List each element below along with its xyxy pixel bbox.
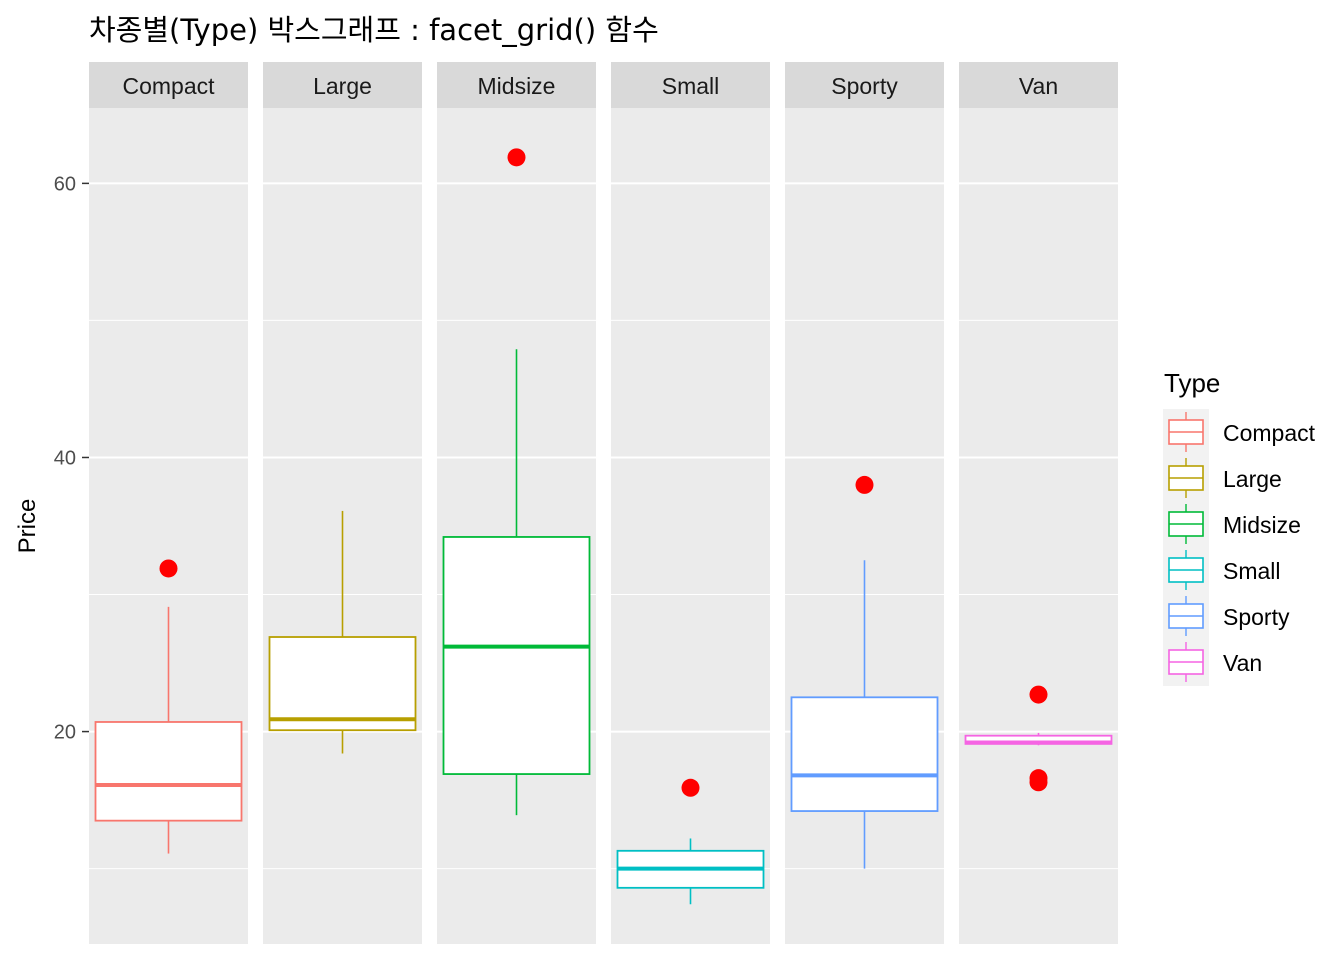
facet-panel-midsize: Midsize [437,62,596,944]
y-axis: 20 40 60 [54,173,89,744]
facet-strip [89,62,248,108]
box-iqr [94,721,243,822]
legend-items: Compact Large Midsize Small Sporty Van [1168,412,1316,682]
outlier-point [1029,685,1048,704]
box-iqr [442,536,591,775]
facet-strip-label: Small [662,73,720,99]
facet-strip [263,62,422,108]
legend-item-compact: Compact [1168,412,1316,452]
legend: Type Compact Large Midsize Small Sporty Van [1163,368,1316,686]
panel-background [611,108,770,944]
facet-strip-label: Compact [122,73,215,99]
facet-panels: Compact Large Midsize Small Sporty Van [89,62,1118,944]
outlier-point [1029,773,1048,792]
outlier-point [855,475,874,494]
legend-label: Small [1223,558,1281,584]
chart-title: 차종별(Type) 박스그래프 : facet_grid() 함수 [89,13,659,47]
legend-label: Compact [1223,420,1316,446]
box-iqr [268,636,417,732]
facet-panel-large: Large [263,62,422,944]
facet-panel-small: Small [611,62,770,944]
facet-strip-label: Large [313,73,372,99]
facet-strip [785,62,944,108]
facet-strip [437,62,596,108]
y-tick-label: 60 [54,173,76,195]
y-tick-label: 40 [54,447,76,469]
facet-panel-sporty: Sporty [785,62,944,944]
box-iqr [790,696,939,812]
legend-item-sporty: Sporty [1168,596,1290,636]
legend-item-van: Van [1168,642,1262,682]
legend-key-background [1163,409,1209,686]
facet-strip [959,62,1118,108]
outlier-point [681,778,700,797]
legend-item-large: Large [1168,458,1282,498]
facet-strip-label: Sporty [831,73,898,99]
y-axis-label: Price [14,499,41,554]
legend-item-midsize: Midsize [1168,504,1301,544]
outlier-point [159,559,178,578]
legend-label: Midsize [1223,512,1301,538]
panel-background [959,108,1118,944]
facet-strip-label: Van [1019,73,1058,99]
outlier-point [507,148,526,167]
legend-title: Type [1164,368,1220,398]
legend-label: Van [1223,650,1262,676]
legend-label: Sporty [1223,604,1290,630]
facet-panel-van: Van [959,62,1118,944]
facet-panel-compact: Compact [89,62,248,944]
legend-item-small: Small [1168,550,1281,590]
facet-strip [611,62,770,108]
y-tick-label: 20 [54,722,76,744]
facet-strip-label: Midsize [478,73,556,99]
legend-label: Large [1223,466,1282,492]
